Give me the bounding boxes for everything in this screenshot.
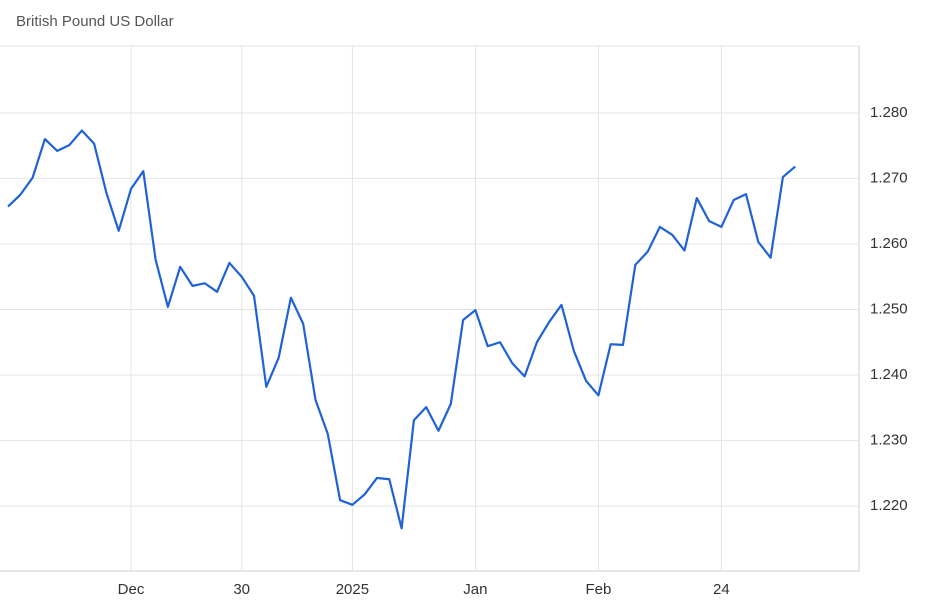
chart-title: British Pound US Dollar (16, 13, 174, 30)
y-tick-label: 1.220 (870, 497, 908, 514)
y-tick-label: 1.280 (870, 104, 908, 121)
x-tick-label: Dec (118, 581, 145, 598)
x-tick-label: 30 (233, 581, 250, 598)
y-tick-label: 1.260 (870, 235, 908, 252)
y-tick-label: 1.240 (870, 366, 908, 383)
y-tick-label: 1.230 (870, 432, 908, 449)
x-tick-label: 2025 (336, 581, 369, 598)
x-tick-label: Feb (585, 581, 611, 598)
y-tick-label: 1.270 (870, 169, 908, 186)
y-tick-label: 1.250 (870, 300, 908, 317)
x-tick-label: 24 (713, 581, 730, 598)
price-line (7, 129, 796, 530)
x-tick-label: Jan (463, 581, 487, 598)
